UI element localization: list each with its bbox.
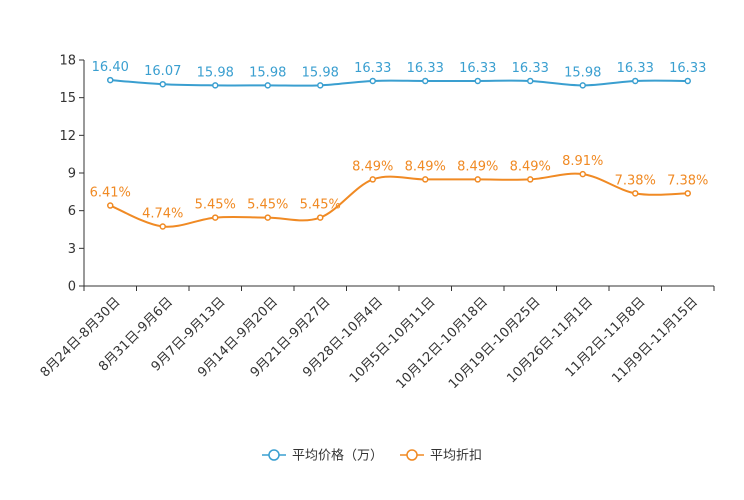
legend-label: 平均折扣	[430, 449, 482, 464]
data-label-0-11: 16.33	[669, 61, 706, 76]
y-tick-label: 18	[59, 54, 76, 69]
data-label-1-9: 8.91%	[562, 154, 603, 169]
legend-item-0[interactable]: 平均价格（万）	[262, 448, 383, 464]
y-tick-label: 12	[59, 129, 76, 144]
data-label-0-8: 16.33	[512, 61, 549, 76]
legend-marker-icon	[406, 449, 418, 461]
data-label-0-9: 15.98	[564, 65, 601, 80]
data-label-1-11: 7.38%	[667, 173, 708, 188]
data-point-1-6[interactable]	[422, 176, 429, 183]
data-point-0-10[interactable]	[632, 77, 639, 85]
x-tick-label: 10月12日-10月18日	[394, 295, 491, 392]
y-tick-label: 9	[68, 167, 76, 182]
data-point-0-6[interactable]	[422, 77, 429, 85]
y-tick-label: 3	[68, 242, 76, 257]
data-label-1-4: 5.45%	[300, 198, 341, 213]
data-label-0-7: 16.33	[459, 61, 496, 76]
data-point-0-4[interactable]	[317, 82, 324, 89]
data-label-0-0: 16.40	[92, 60, 129, 75]
data-label-0-4: 15.98	[302, 65, 339, 80]
x-tick-label: 10月19日-10月25日	[446, 295, 543, 392]
y-tick-label: 0	[68, 280, 76, 295]
data-point-1-4[interactable]	[317, 214, 324, 221]
y-tick-label: 6	[68, 204, 76, 219]
data-point-1-8[interactable]	[527, 176, 534, 183]
data-label-1-10: 7.38%	[615, 173, 656, 188]
data-label-0-3: 15.98	[249, 65, 286, 80]
data-label-1-3: 5.45%	[247, 198, 288, 213]
data-point-1-5[interactable]	[369, 176, 376, 183]
data-point-0-2[interactable]	[212, 82, 219, 89]
data-label-0-10: 16.33	[617, 61, 654, 76]
data-point-0-0[interactable]	[107, 76, 114, 84]
data-point-0-9[interactable]	[579, 82, 586, 89]
data-label-0-2: 15.98	[197, 65, 234, 80]
series-line-1	[109, 172, 688, 228]
data-label-1-0: 6.41%	[90, 186, 131, 201]
data-label-1-1: 4.74%	[142, 206, 183, 221]
data-point-0-8[interactable]	[527, 77, 534, 85]
y-tick-label: 15	[59, 91, 76, 106]
data-label-0-5: 16.33	[354, 61, 391, 76]
data-label-1-6: 8.49%	[405, 159, 446, 174]
data-point-0-1[interactable]	[159, 80, 166, 88]
data-point-0-7[interactable]	[474, 77, 481, 85]
data-label-1-2: 5.45%	[195, 198, 236, 213]
legend-marker-icon	[268, 449, 280, 461]
data-point-0-5[interactable]	[369, 77, 376, 85]
data-label-0-6: 16.33	[407, 61, 444, 76]
data-label-1-7: 8.49%	[457, 159, 498, 174]
data-point-1-10[interactable]	[632, 190, 639, 197]
data-point-1-11[interactable]	[684, 190, 691, 197]
data-point-1-9[interactable]	[579, 170, 586, 178]
data-label-1-5: 8.49%	[352, 159, 393, 174]
data-point-1-3[interactable]	[264, 214, 271, 221]
data-point-1-2[interactable]	[212, 214, 219, 221]
series-line-0	[110, 79, 688, 87]
data-label-0-1: 16.07	[144, 64, 181, 79]
data-point-1-0[interactable]	[107, 202, 114, 209]
data-point-0-11[interactable]	[684, 77, 691, 85]
data-point-0-3[interactable]	[264, 82, 271, 89]
data-point-1-7[interactable]	[474, 176, 481, 183]
data-label-1-8: 8.49%	[510, 159, 551, 174]
legend-item-1[interactable]: 平均折扣	[400, 449, 482, 464]
legend-label: 平均价格（万）	[292, 448, 383, 464]
data-point-1-1[interactable]	[159, 223, 166, 230]
